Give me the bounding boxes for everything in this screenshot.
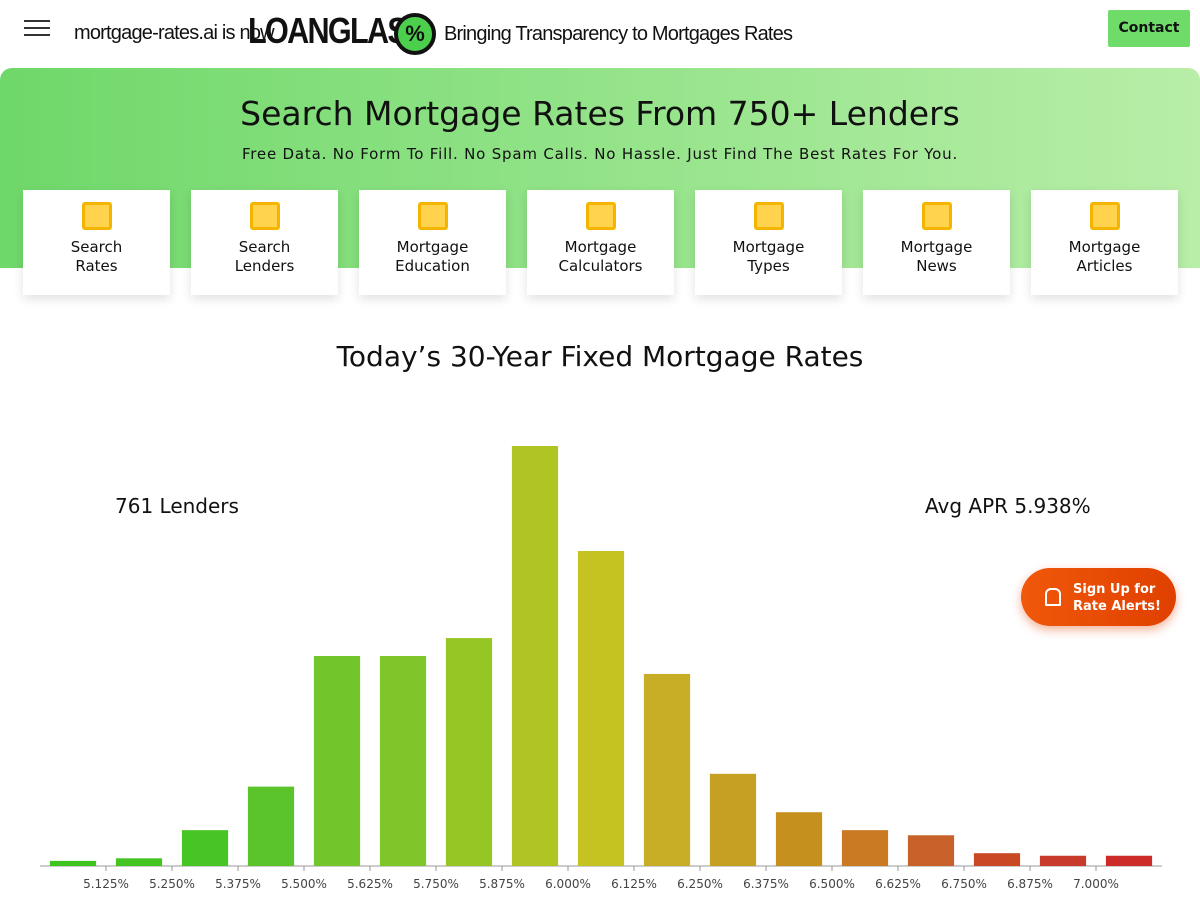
x-tick-label: 5.625% xyxy=(347,877,393,891)
card-icon xyxy=(81,202,112,230)
avg-apr: Avg APR 5.938% xyxy=(925,494,1091,518)
card-label: Rates xyxy=(75,257,118,275)
bar xyxy=(379,656,427,866)
x-tick-label: 6.000% xyxy=(545,877,591,891)
card-label: Articles xyxy=(1076,257,1133,275)
bar xyxy=(709,773,757,866)
chart-title: Today’s 30-Year Fixed Mortgage Rates xyxy=(336,340,864,373)
x-tick-label: 6.250% xyxy=(677,877,723,891)
nav-card[interactable]: Mortgage Articles xyxy=(1031,190,1178,295)
x-tick-label: 6.875% xyxy=(1007,877,1053,891)
x-tick-label: 6.625% xyxy=(875,877,921,891)
card-label: Mortgage xyxy=(564,238,637,256)
card-icon xyxy=(1089,202,1120,230)
x-tick-label: 5.750% xyxy=(413,877,459,891)
bar xyxy=(445,638,493,866)
bar xyxy=(313,656,361,866)
bar xyxy=(115,858,163,866)
card-label: Mortgage xyxy=(1068,238,1141,256)
alert-line: Sign Up for xyxy=(1073,582,1156,597)
x-tick-label: 6.500% xyxy=(809,877,855,891)
card-label: Lenders xyxy=(234,257,295,275)
menu-button[interactable] xyxy=(24,20,50,38)
x-tick-label: 5.250% xyxy=(149,877,195,891)
card-label: Mortgage xyxy=(900,238,973,256)
card-icon xyxy=(249,202,280,230)
alert-line: Rate Alerts! xyxy=(1073,599,1161,614)
nav-card[interactable]: Mortgage News xyxy=(863,190,1010,295)
hero-subtitle: Free Data. No Form To Fill. No Spam Call… xyxy=(241,145,959,163)
card-label: Education xyxy=(395,257,470,275)
bar xyxy=(181,830,229,866)
card-label: Types xyxy=(747,257,790,275)
nav-card[interactable]: Search Lenders xyxy=(191,190,338,295)
bell-icon xyxy=(1045,588,1061,606)
x-tick-label: 7.000% xyxy=(1073,877,1119,891)
hero-title: Search Mortgage Rates From 750+ Lenders xyxy=(240,94,960,133)
x-tick-label: 6.375% xyxy=(743,877,789,891)
x-tick-label: 5.500% xyxy=(281,877,327,891)
bar xyxy=(1105,855,1153,866)
tagline: Bringing Transparency to Mortgages Rates xyxy=(444,23,793,45)
card-icon xyxy=(921,202,952,230)
x-tick-label: 5.875% xyxy=(479,877,525,891)
bar xyxy=(841,830,889,866)
bar xyxy=(247,786,295,866)
card-icon xyxy=(753,202,784,230)
logo-mark: % xyxy=(394,13,436,55)
bar xyxy=(907,835,955,866)
x-tick-label: 5.125% xyxy=(83,877,129,891)
lender-count: 761 Lenders xyxy=(115,494,239,518)
chart: 5.125% 5.250% 5.375% 5.500% 5.625% 5.750% 5.87… xyxy=(40,446,1162,891)
bar xyxy=(973,853,1021,866)
card-icon xyxy=(417,202,448,230)
bar xyxy=(775,812,823,866)
bar xyxy=(49,860,97,866)
card-label: Mortgage xyxy=(396,238,469,256)
card-label: Mortgage xyxy=(732,238,805,256)
alert-text: Sign Up for Rate Alerts! xyxy=(1073,581,1161,615)
contact-button[interactable]: Contact xyxy=(1108,10,1190,47)
nav-card[interactable]: Mortgage Education xyxy=(359,190,506,295)
intro-text: mortgage-rates.ai is now xyxy=(74,22,275,44)
bar xyxy=(643,673,691,866)
bar xyxy=(511,446,559,866)
card-icon xyxy=(585,202,616,230)
x-tick-label: 5.375% xyxy=(215,877,261,891)
card-label: Search xyxy=(70,238,123,256)
bar xyxy=(577,551,625,866)
card-label: Calculators xyxy=(558,257,643,275)
x-tick-label: 6.125% xyxy=(611,877,657,891)
nav-card[interactable]: Mortgage Calculators xyxy=(527,190,674,295)
card-label: News xyxy=(916,257,957,275)
bar xyxy=(1039,855,1087,866)
x-tick-label: 6.750% xyxy=(941,877,987,891)
nav-card[interactable]: Search Rates xyxy=(23,190,170,295)
rate-alert-button[interactable]: Sign Up for Rate Alerts! xyxy=(1021,568,1176,626)
card-label: Search xyxy=(238,238,291,256)
nav-card[interactable]: Mortgage Types xyxy=(695,190,842,295)
